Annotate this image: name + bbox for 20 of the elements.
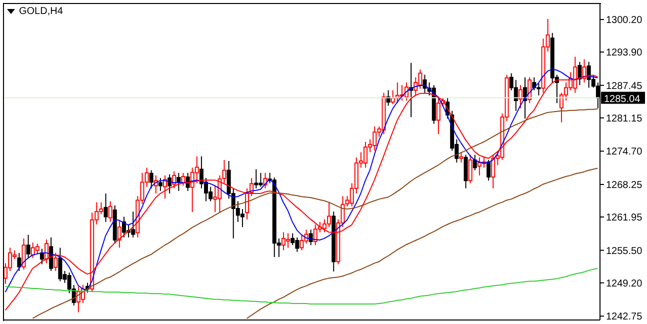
candlestick (104, 193, 108, 222)
y-tick-label: 1281.15 (606, 113, 643, 124)
line-series (246, 168, 598, 319)
y-tick-label: 1249.20 (606, 278, 643, 290)
chart-title: GOLD,H4 (19, 6, 63, 17)
y-tick-label: 1268.25 (606, 180, 643, 192)
candlestick (58, 247, 62, 282)
y-tick-label: 1287.45 (606, 80, 643, 92)
y-tick-label: 1274.70 (606, 146, 643, 158)
candlestick (194, 156, 199, 184)
line-series (4, 268, 598, 304)
y-tick-label: 1255.50 (606, 246, 643, 257)
y-tick-label: 1242.75 (606, 312, 643, 323)
y-tick-label: 1293.90 (606, 48, 643, 59)
ref-line-label: 1285.04 (604, 94, 641, 105)
y-tick-label: 1261.95 (606, 212, 643, 224)
line-series (32, 108, 598, 319)
candlestick (254, 168, 258, 189)
y-tick-label: 1300.20 (606, 15, 643, 26)
candlestick (514, 79, 518, 112)
